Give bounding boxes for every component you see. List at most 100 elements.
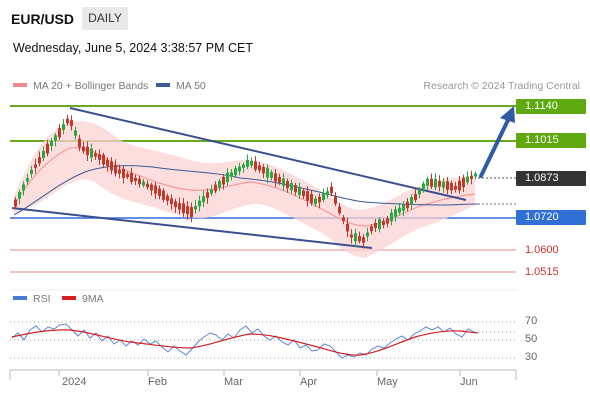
candle-body <box>50 140 53 146</box>
candle-body <box>70 120 73 126</box>
candle-body <box>442 181 445 188</box>
candle-body <box>438 180 441 187</box>
candle-body <box>370 226 373 232</box>
candle-body <box>322 192 325 201</box>
ma50-swatch-icon <box>156 83 170 88</box>
rsi-swatch-icon <box>13 296 27 301</box>
x-label-2024: 2024 <box>62 376 87 388</box>
candle-body <box>470 175 473 179</box>
candle-body <box>270 172 273 178</box>
candle-body <box>434 178 437 188</box>
support-2-label: 1.0600 <box>525 244 559 256</box>
candle-body <box>298 186 301 196</box>
candle-body <box>386 218 389 224</box>
support-3-label: 1.0515 <box>525 266 559 278</box>
candle-body <box>222 176 225 185</box>
candle-body <box>374 222 377 228</box>
candle-body <box>462 177 465 188</box>
candle-body <box>14 199 17 207</box>
rsi-axis-30: 30 <box>525 351 538 363</box>
candle-body <box>46 143 49 154</box>
candle-body <box>22 184 25 191</box>
timestamp: Wednesday, June 5, 2024 3:38:57 PM CET <box>13 41 253 55</box>
candle-body <box>66 118 69 124</box>
candle-body <box>418 189 421 195</box>
candle-body <box>378 219 381 229</box>
candle-body <box>194 205 197 210</box>
candle-body <box>214 184 217 192</box>
candle-body <box>422 183 425 189</box>
candle-body <box>234 168 237 176</box>
bollinger-band <box>14 121 475 258</box>
candle-body <box>78 138 81 148</box>
candle-body <box>118 169 121 174</box>
rsi-line <box>11 323 479 359</box>
candle-body <box>226 172 229 182</box>
candle-body <box>426 178 429 186</box>
candle-body <box>446 181 449 190</box>
candle-body <box>358 236 361 242</box>
candle-body <box>150 184 153 191</box>
candle-body <box>266 167 269 178</box>
candle-body <box>170 198 173 205</box>
candle-body <box>286 180 289 189</box>
resistance-2-tag: 1.1140 <box>516 99 586 114</box>
candle-body <box>458 180 461 191</box>
candle-body <box>42 150 45 158</box>
candle-body <box>410 197 413 205</box>
candle-body <box>74 130 77 136</box>
candle-body <box>114 164 117 174</box>
x-label-apr: Apr <box>300 376 318 388</box>
candle-body <box>294 185 297 193</box>
candle-body <box>82 146 85 152</box>
legend-ma20: MA 20 + Bollinger Bands <box>13 80 148 92</box>
candle-body <box>30 169 33 175</box>
candle-body <box>454 185 457 190</box>
ma20-swatch-icon <box>13 83 27 88</box>
candle-body <box>238 166 241 172</box>
x-label-may: May <box>377 376 398 388</box>
candle-body <box>102 154 105 165</box>
candle-body <box>326 191 329 196</box>
candle-body <box>90 148 93 158</box>
chart-header: EUR/USD DAILY <box>0 0 590 36</box>
candle-body <box>38 157 41 164</box>
rsi-ma-swatch-icon <box>62 296 76 301</box>
candle-body <box>302 190 305 197</box>
candle-body <box>34 164 37 168</box>
timeframe-badge[interactable]: DAILY <box>82 7 128 30</box>
candle-body <box>182 203 185 214</box>
candle-body <box>390 212 393 222</box>
candle-body <box>162 190 165 200</box>
ma20-label: MA 20 + Bollinger Bands <box>33 80 149 92</box>
candle-body <box>58 128 61 138</box>
x-label-jun: Jun <box>460 376 478 388</box>
candlesticks <box>14 114 477 249</box>
resistance-1-tag: 1.1015 <box>516 133 586 148</box>
legend-rsi-ma: 9MA <box>62 293 104 305</box>
candle-body <box>450 182 453 191</box>
rsi-axis-50: 50 <box>525 333 538 345</box>
candle-body <box>394 209 397 217</box>
candle-body <box>142 181 145 186</box>
candle-body <box>190 207 193 217</box>
candle-body <box>94 153 97 157</box>
candle-body <box>274 173 277 182</box>
candle-body <box>106 159 109 166</box>
candle-body <box>202 196 205 203</box>
candle-body <box>166 195 169 201</box>
upper-trendline <box>69 107 467 201</box>
candle-body <box>138 178 141 185</box>
candle-body <box>362 237 365 243</box>
candle-body <box>282 178 285 186</box>
lower-trendline <box>11 207 373 249</box>
x-label-mar: Mar <box>224 376 243 388</box>
candle-body <box>126 173 129 178</box>
candle-body <box>86 146 89 156</box>
rsi-axis-70: 70 <box>525 315 538 327</box>
candle-body <box>406 201 409 209</box>
legend-rsi: RSI <box>13 293 51 305</box>
candle-body <box>62 124 65 130</box>
candle-body <box>278 177 281 183</box>
